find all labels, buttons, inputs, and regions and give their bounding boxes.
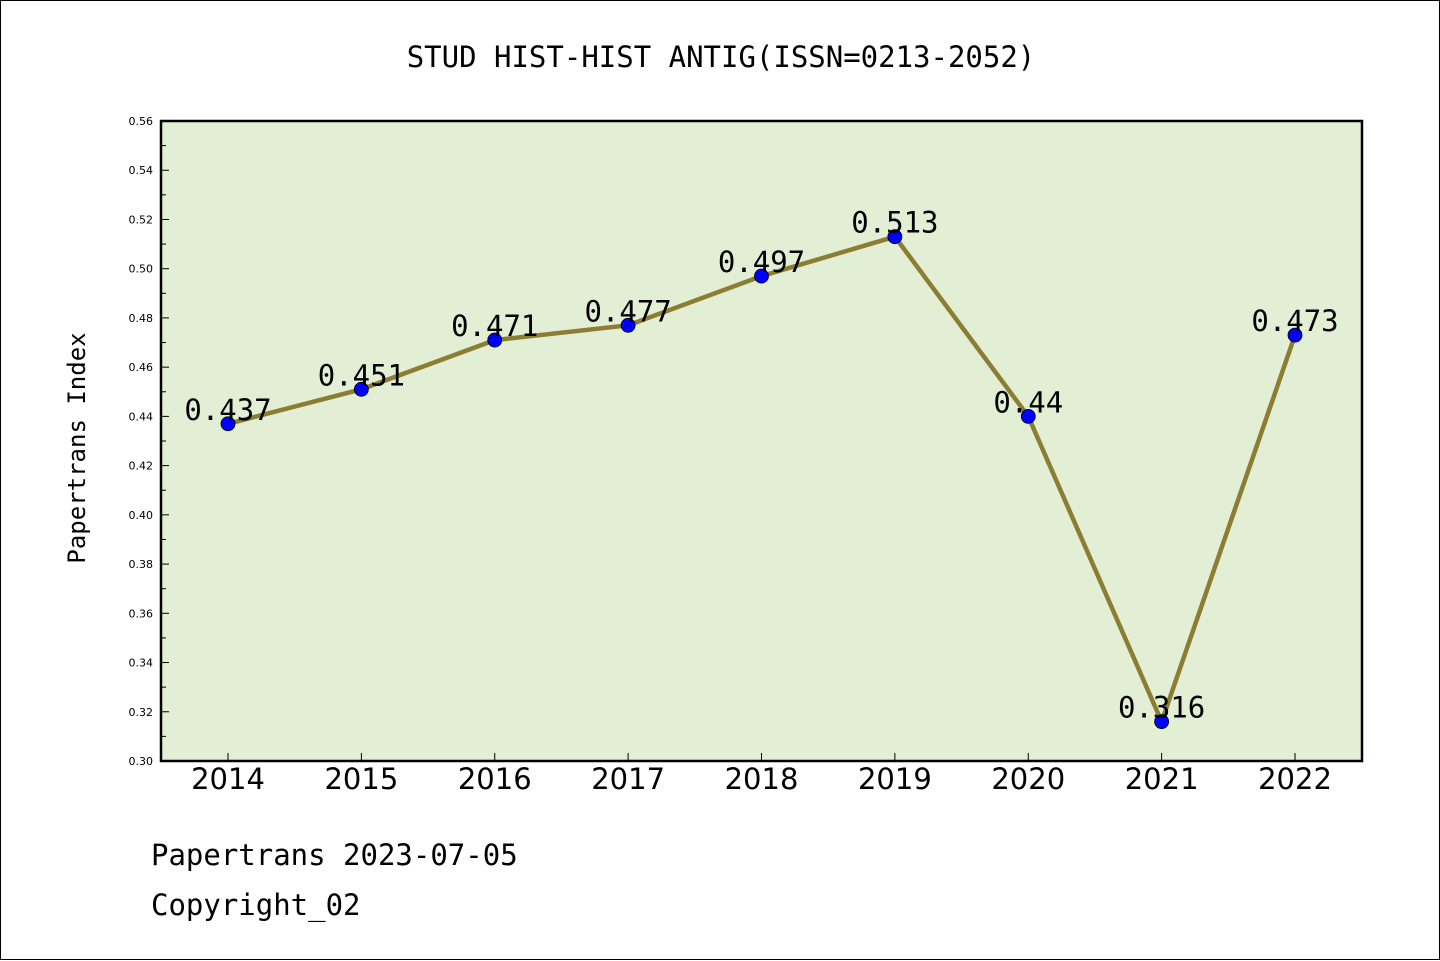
x-tick-label: 2015: [324, 762, 398, 796]
y-tick-label: 0.48: [129, 312, 154, 325]
data-point: [887, 229, 903, 245]
y-tick-label: 0.54: [129, 164, 154, 177]
data-point: [1287, 327, 1303, 343]
y-tick-label: 0.50: [129, 263, 154, 276]
data-label: 0.451: [318, 358, 405, 392]
data-label: 0.471: [451, 309, 538, 343]
data-label: 0.437: [184, 393, 271, 427]
data-label: 0.513: [851, 206, 938, 240]
y-tick-label: 0.34: [129, 657, 154, 670]
y-tick-label: 0.36: [129, 607, 154, 620]
data-point: [620, 317, 636, 333]
plot-area: [159, 119, 1364, 763]
y-tick-label: 0.32: [129, 706, 154, 719]
data-label: 0.477: [584, 294, 671, 328]
data-label: 0.497: [718, 245, 805, 279]
data-point: [1154, 714, 1170, 730]
x-axis: 2014 2015 2016 2017 2018 2019 2020 2021 2022: [191, 753, 1332, 796]
data-point: [1020, 408, 1036, 424]
data-point: [754, 268, 769, 284]
y-tick-label: 0.56: [129, 115, 154, 128]
y-tick-label: 0.44: [129, 410, 154, 423]
y-tick-label: 0.38: [129, 558, 154, 571]
y-axis: 0.30 0.32 0.34 0.36 0.38 0.40 0.42 0.44 0.46 0.48…: [129, 115, 169, 768]
footer-copyright: Copyright_02: [151, 888, 361, 923]
x-tick-label: 2018: [725, 762, 799, 796]
x-tick-label: 2014: [191, 762, 265, 796]
y-tick-label: 0.42: [129, 460, 154, 473]
y-tick-label: 0.40: [129, 509, 154, 522]
data-label: 0.316: [1118, 691, 1205, 725]
x-tick-label: 2021: [1125, 762, 1199, 796]
x-tick-label: 2020: [991, 762, 1065, 796]
data-point: [353, 381, 369, 397]
x-tick-label: 2017: [591, 762, 665, 796]
x-tick-label: 2016: [458, 762, 532, 796]
series-markers: [220, 229, 1303, 730]
chart-title: STUD HIST-HIST ANTIG(ISSN=0213-2052): [407, 40, 1036, 74]
data-label: 0.44: [993, 385, 1063, 419]
footer-date: Papertrans 2023-07-05: [151, 838, 518, 872]
x-tick-label: 2019: [858, 762, 932, 796]
y-axis-label: Papertrans Index: [63, 332, 91, 563]
y-tick-label: 0.30: [129, 755, 154, 768]
data-label: 0.473: [1251, 304, 1338, 338]
data-point: [487, 332, 503, 348]
data-point: [220, 416, 236, 432]
y-tick-label: 0.46: [129, 361, 154, 374]
data-labels: 0.437 0.451 0.471 0.477 0.497 0.513 0.44 0.316 0…: [184, 206, 1338, 725]
y-tick-label: 0.52: [129, 213, 154, 226]
x-tick-label: 2022: [1258, 762, 1332, 796]
